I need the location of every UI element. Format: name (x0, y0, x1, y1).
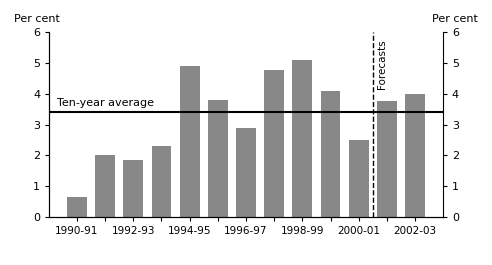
Bar (236, 128, 256, 217)
Text: Forecasts: Forecasts (377, 39, 387, 89)
Bar (264, 70, 284, 217)
Text: Ten-year average: Ten-year average (57, 98, 154, 108)
Bar (208, 100, 228, 217)
Bar (405, 94, 425, 217)
Bar (292, 60, 312, 217)
Bar (180, 66, 200, 217)
Bar (123, 160, 143, 217)
Text: Per cent: Per cent (14, 14, 60, 24)
Bar (377, 101, 397, 217)
Bar (321, 91, 340, 217)
Bar (95, 156, 115, 217)
Bar (349, 140, 369, 217)
Text: Per cent: Per cent (432, 14, 478, 24)
Bar (152, 146, 171, 217)
Bar (67, 197, 87, 217)
